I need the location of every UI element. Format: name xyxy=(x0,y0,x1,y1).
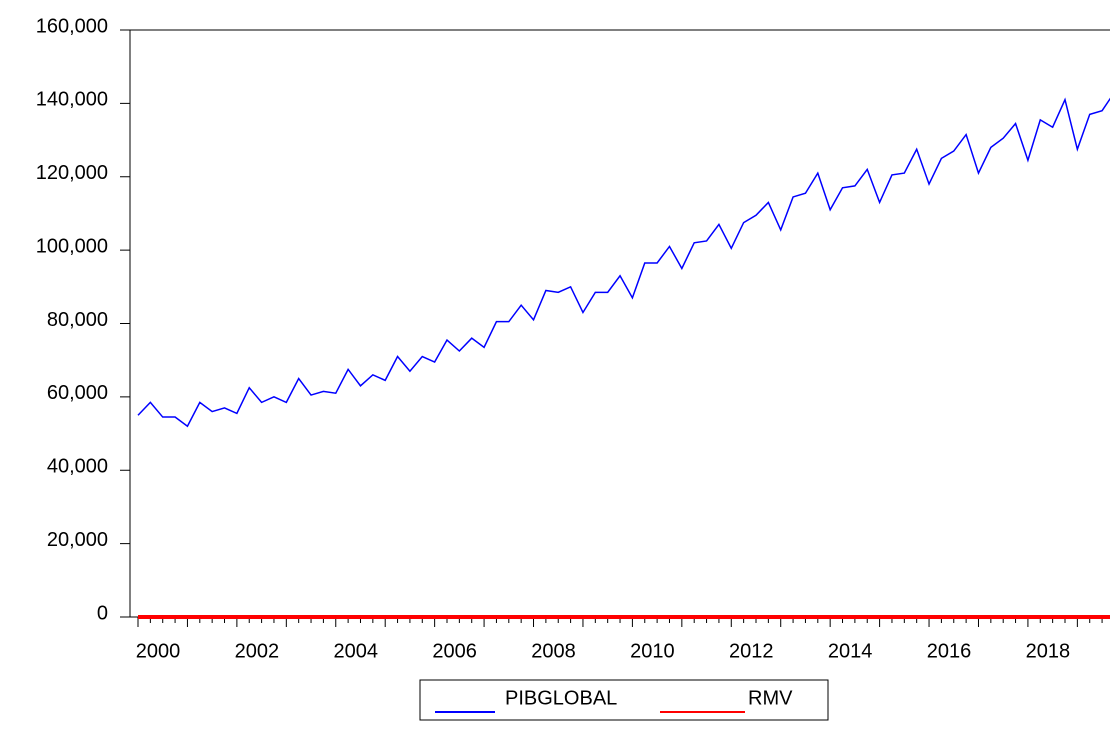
y-tick-label: 160,000 xyxy=(36,15,108,37)
x-tick-label: 2016 xyxy=(927,640,972,662)
legend-label: PIBGLOBAL xyxy=(505,687,617,709)
series-line xyxy=(137,97,1110,428)
x-tick-label: 2004 xyxy=(334,640,379,662)
y-tick-label: 120,000 xyxy=(36,162,108,184)
x-tick-label: 2000 xyxy=(136,640,181,662)
x-tick-label: 2012 xyxy=(729,640,774,662)
y-tick-label: 80,000 xyxy=(47,309,108,331)
x-tick-label: 2002 xyxy=(235,640,280,662)
y-tick-label: 0 xyxy=(97,602,108,624)
x-tick-label: 2008 xyxy=(531,640,576,662)
y-tick-label: 140,000 xyxy=(36,89,108,111)
x-tick-label: 2018 xyxy=(1026,640,1071,662)
y-tick-label: 60,000 xyxy=(47,382,108,404)
x-tick-label: 2006 xyxy=(432,640,477,662)
y-tick-label: 100,000 xyxy=(36,235,108,257)
legend-label: RMV xyxy=(748,687,793,709)
y-tick-label: 20,000 xyxy=(47,529,108,551)
y-tick-label: 40,000 xyxy=(47,456,108,478)
x-tick-label: 2014 xyxy=(828,640,873,662)
legend-box xyxy=(419,679,829,721)
x-tick-label: 2010 xyxy=(630,640,675,662)
